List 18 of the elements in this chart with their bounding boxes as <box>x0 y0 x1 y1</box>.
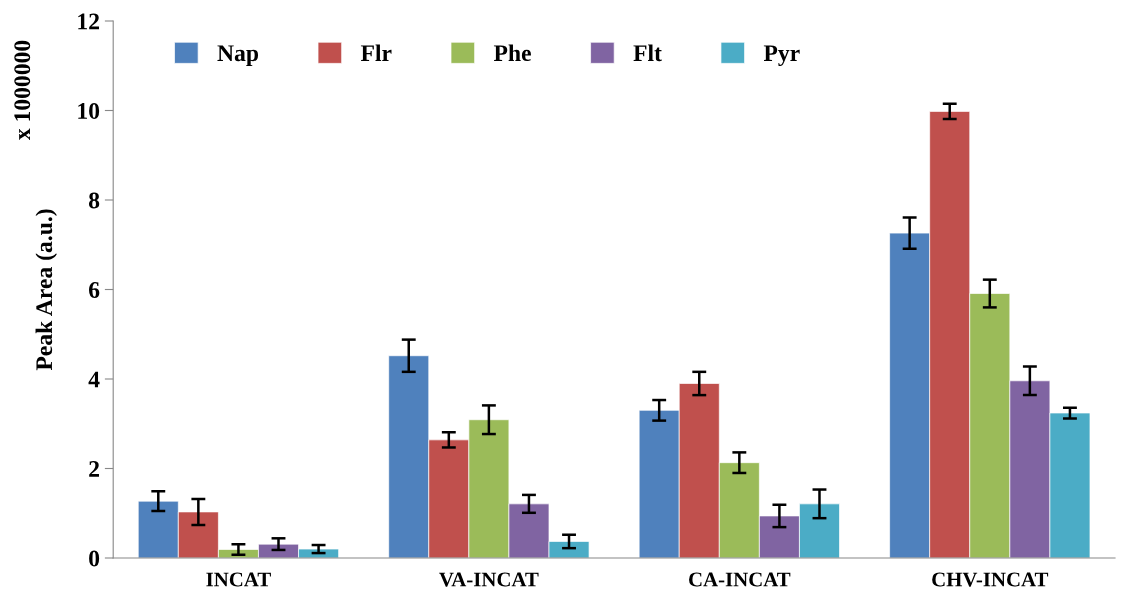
x-tick-label: CA-INCAT <box>689 572 791 587</box>
y-tick-label: 10 <box>78 102 100 119</box>
text: x 1000000 <box>14 40 31 141</box>
x-tick-label: INCAT <box>206 572 271 587</box>
x-tick-label: VA-INCAT <box>439 572 539 587</box>
legend-label: Phe <box>493 44 531 62</box>
y-axis-title: Peak Area (a.u.) <box>35 209 57 371</box>
y-tick-label: 6 <box>89 282 100 298</box>
legend-label: Nap <box>217 45 259 66</box>
y-tick-label: 8 <box>88 192 100 209</box>
y-tick-label: 12 <box>78 13 99 30</box>
legend-label: Pyr <box>763 45 800 66</box>
y-tick-label: 0 <box>89 550 100 567</box>
y-tick-label: 2 <box>89 461 99 477</box>
legend-label: Flt <box>633 44 662 62</box>
y-tick-label: 4 <box>88 371 100 388</box>
legend-label: Flr <box>360 44 392 61</box>
x-tick-label: CHV-INCAT <box>932 572 1049 587</box>
